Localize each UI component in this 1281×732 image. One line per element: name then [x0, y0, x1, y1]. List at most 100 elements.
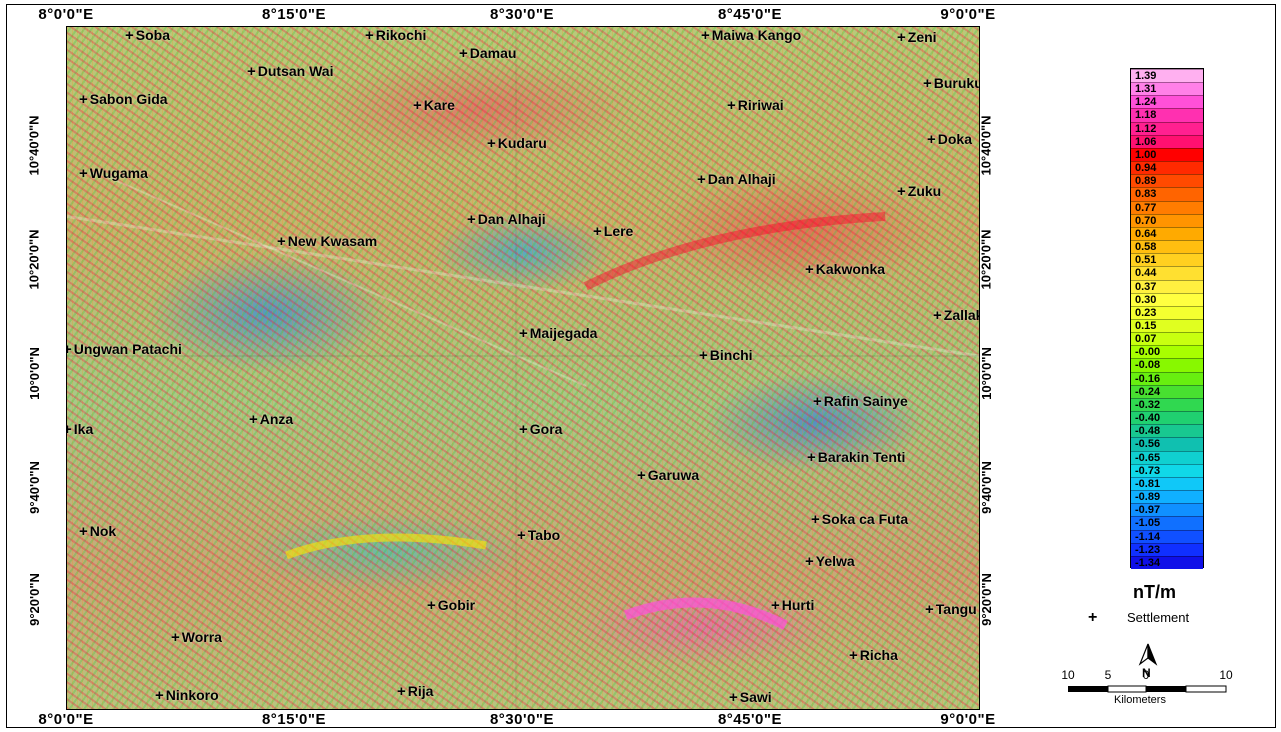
longitude-tick-top: 8°45'0"E	[718, 6, 782, 23]
legend-entry: 0.23	[1131, 306, 1203, 319]
settlement-label: + Rija	[397, 683, 433, 700]
legend-entry: -1.34	[1131, 556, 1203, 569]
legend-entry: 1.31	[1131, 82, 1203, 95]
longitude-tick-top: 8°15'0"E	[262, 6, 326, 23]
longitude-tick-bottom: 8°15'0"E	[262, 711, 326, 728]
settlement-label: + Sabon Gida	[79, 91, 168, 108]
legend-entry: 0.77	[1131, 201, 1203, 214]
scale-tick-label: 5	[1105, 668, 1112, 682]
legend-entry: 0.07	[1131, 332, 1203, 345]
legend-entry: 0.83	[1131, 187, 1203, 200]
settlement-label: + Tangu	[925, 601, 977, 618]
legend-entry: 1.39	[1131, 69, 1203, 82]
settlement-key: + Settlement	[1088, 609, 1189, 627]
longitude-tick-top: 9°0'0"E	[940, 6, 995, 23]
longitude-tick-bottom: 8°30'0"E	[490, 711, 554, 728]
settlement-label: + Rafin Sainye	[813, 393, 908, 410]
settlement-label: + Hurti	[771, 597, 814, 614]
scale-tick-label: 10	[1061, 668, 1074, 682]
legend-entry: 0.15	[1131, 319, 1203, 332]
legend-entry: 0.89	[1131, 174, 1203, 187]
legend-entry: 0.58	[1131, 240, 1203, 253]
legend-entry: -0.73	[1131, 464, 1203, 477]
longitude-tick-bottom: 8°0'0"E	[38, 711, 93, 728]
settlement-label: +Ungwan Patachi	[66, 341, 182, 358]
magnetic-anomaly-map[interactable]: + Soba + Rikochi + Maiwa Kango + Zeni + Damau…	[66, 26, 980, 710]
settlement-label: + Zuku	[897, 183, 941, 200]
settlement-label: + Kudaru	[487, 135, 547, 152]
legend-entry: 0.70	[1131, 214, 1203, 227]
longitude-tick-top: 8°30'0"E	[490, 6, 554, 23]
legend-entry: -0.97	[1131, 503, 1203, 516]
settlement-label: + Kare	[413, 97, 455, 114]
legend-entry: 1.12	[1131, 122, 1203, 135]
latitude-tick-right: 9°40'0"N	[979, 461, 994, 514]
settlement-label: + Soba	[125, 27, 170, 44]
settlement-label: + Barakin Tenti	[807, 449, 905, 466]
legend-entry: -1.05	[1131, 516, 1203, 529]
settlement-label: + Anza	[249, 411, 293, 428]
settlement-label: + Soka ca Futa	[811, 511, 908, 528]
settlement-label: + Kakwonka	[805, 261, 885, 278]
latitude-tick-left: 10°20'0"N	[27, 230, 42, 290]
settlement-label: + Gora	[519, 421, 562, 438]
legend-entry: 1.24	[1131, 95, 1203, 108]
legend-entry: -1.23	[1131, 543, 1203, 556]
settlement-label: + Damau	[459, 45, 516, 62]
legend-entry: 0.64	[1131, 227, 1203, 240]
scale-tick-label: 0	[1143, 668, 1150, 682]
settlement-label: + Binchi	[699, 347, 753, 364]
settlement-label: + New Kwasam	[277, 233, 377, 250]
settlement-label: + Dan Alhaji	[697, 171, 776, 188]
settlement-label: + Ninkoro	[155, 687, 219, 704]
settlement-label: + Yelwa	[805, 553, 855, 570]
settlement-label: + Worra	[171, 629, 222, 646]
legend-entry: -0.40	[1131, 411, 1203, 424]
legend-entry: -0.16	[1131, 372, 1203, 385]
latitude-tick-left: 10°40'0"N	[27, 116, 42, 176]
settlement-label: + Doka	[927, 131, 972, 148]
legend-entry: -1.14	[1131, 530, 1203, 543]
latitude-tick-left: 9°40'0"N	[27, 461, 42, 514]
settlement-label: + Garuwa	[637, 467, 699, 484]
settlement-label: + Wugama	[79, 165, 148, 182]
legend-entry: -0.56	[1131, 437, 1203, 450]
settlement-label: + Nok	[79, 523, 116, 540]
legend-entry: 1.06	[1131, 135, 1203, 148]
legend-color-bar: 1.39 1.31 1.24 1.18 1.12 1.06 1.00 0.94 0.89 0.83…	[1130, 68, 1204, 568]
settlement-marker-icon: +	[1088, 609, 1097, 626]
settlement-key-label: Settlement	[1127, 610, 1189, 625]
settlement-label: + Sawi	[729, 689, 772, 706]
scale-bar: 10 5 0 10 Kilometers	[1064, 668, 1244, 708]
settlement-label: +Ika	[66, 421, 93, 438]
latitude-tick-right: 10°20'0"N	[979, 230, 994, 290]
latitude-tick-left: 10°0'0"N	[27, 347, 42, 400]
legend-entry: -0.81	[1131, 477, 1203, 490]
scale-tick-label: 10	[1219, 668, 1232, 682]
settlement-label: + Rikochi	[365, 27, 426, 44]
legend-entry: -0.48	[1131, 424, 1203, 437]
settlement-label: +Zallaki	[933, 307, 980, 324]
settlement-label: + Lere	[593, 223, 633, 240]
legend-entry: -0.24	[1131, 385, 1203, 398]
settlement-label: + Buruku	[923, 75, 980, 92]
legend-unit-label: nT/m	[1133, 582, 1176, 603]
legend-entry: 0.94	[1131, 161, 1203, 174]
longitude-tick-top: 8°0'0"E	[38, 6, 93, 23]
legend-entry: -0.65	[1131, 451, 1203, 464]
settlement-label: + Gobir	[427, 597, 475, 614]
settlement-label: + Maiwa Kango	[701, 27, 801, 44]
longitude-tick-bottom: 8°45'0"E	[718, 711, 782, 728]
settlement-label: + Maijegada	[519, 325, 597, 342]
latitude-tick-right: 9°20'0"N	[979, 573, 994, 626]
latitude-tick-right: 10°0'0"N	[979, 347, 994, 400]
latitude-tick-right: 10°40'0"N	[979, 116, 994, 176]
legend-entry: 0.51	[1131, 253, 1203, 266]
legend-entry: 0.44	[1131, 266, 1203, 279]
settlement-label: + Ririwai	[727, 97, 784, 114]
settlement-label: + Richa	[849, 647, 898, 664]
latitude-tick-left: 9°20'0"N	[27, 573, 42, 626]
scale-unit-label: Kilometers	[1114, 694, 1166, 706]
map-texture	[67, 27, 979, 709]
legend-entry: 1.18	[1131, 108, 1203, 121]
